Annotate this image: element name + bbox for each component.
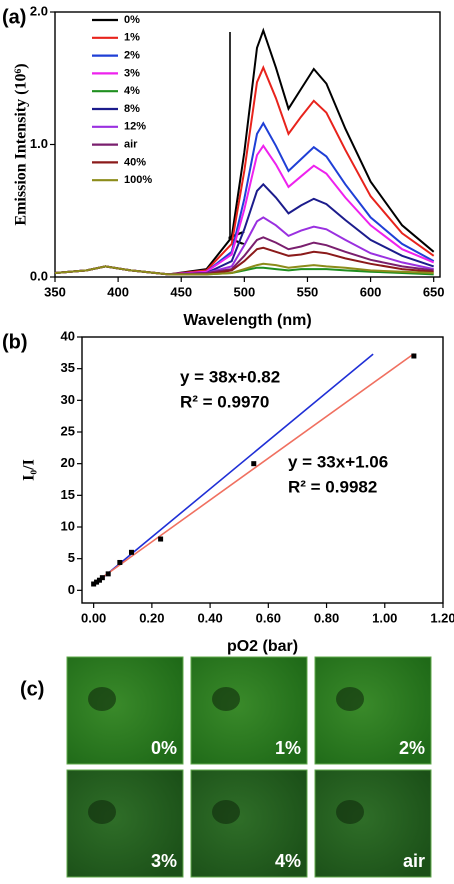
legend-label: 1% xyxy=(124,32,140,44)
panel-label: (c) xyxy=(20,678,44,700)
photo-spot xyxy=(336,687,364,711)
photo-label: air xyxy=(403,851,425,871)
fit-line xyxy=(93,353,374,586)
x-tick-label: 650 xyxy=(423,284,445,299)
data-point xyxy=(128,549,134,555)
x-tick-label: 0.20 xyxy=(139,610,164,625)
y-tick-label: 15 xyxy=(61,487,75,502)
data-point xyxy=(94,579,100,585)
y-axis-title: Emission Intensity (10⁶) xyxy=(13,63,30,225)
x-tick-label: 0.00 xyxy=(81,610,106,625)
spectrum-line xyxy=(54,27,435,276)
y-tick-label: 35 xyxy=(61,360,75,375)
data-point xyxy=(99,575,105,581)
photo-label: 1% xyxy=(275,738,301,758)
y-tick-label: 20 xyxy=(61,455,75,470)
photo-spot xyxy=(88,800,116,824)
sensor-photo xyxy=(66,656,184,765)
x-tick-label: 0.40 xyxy=(197,610,222,625)
y-tick-label: 40 xyxy=(61,328,75,343)
legend-label: 8% xyxy=(124,103,140,115)
y-tick-label: 0 xyxy=(68,582,75,597)
panel-label: (b) xyxy=(2,331,28,353)
legend-label: 2% xyxy=(124,50,140,62)
data-point xyxy=(117,559,123,565)
panel-label: (a) xyxy=(2,6,26,28)
sensor-photo xyxy=(190,769,308,878)
x-tick-label: 350 xyxy=(44,284,66,299)
x-tick-label: 0.80 xyxy=(314,610,339,625)
data-point xyxy=(96,577,102,583)
photo-label: 3% xyxy=(151,851,177,871)
x-tick-label: 450 xyxy=(170,284,192,299)
x-tick-label: 0.60 xyxy=(256,610,281,625)
legend-label: 3% xyxy=(124,67,140,79)
x-tick-label: 400 xyxy=(107,284,129,299)
fit-equation: y = 33x+1.06 xyxy=(288,452,388,471)
photo-spot xyxy=(88,687,116,711)
y-axis-title: I₀/I xyxy=(21,459,38,481)
photo-spot xyxy=(212,800,240,824)
photo-spot xyxy=(336,800,364,824)
data-point xyxy=(158,536,164,542)
spectrum-line xyxy=(54,262,434,276)
x-tick-label: 600 xyxy=(360,284,382,299)
sensor-photo xyxy=(314,769,432,878)
x-axis-title: pO2 (bar) xyxy=(227,638,298,655)
photo-label: 4% xyxy=(275,851,301,871)
data-point xyxy=(105,571,111,577)
x-tick-label: 550 xyxy=(297,284,319,299)
y-tick-label: 1.0 xyxy=(30,136,48,151)
data-point xyxy=(251,461,257,467)
legend-label: 12% xyxy=(124,121,146,133)
data-point xyxy=(91,581,97,587)
x-tick-label: 500 xyxy=(233,284,255,299)
y-tick-label: 2.0 xyxy=(30,3,48,18)
legend-label: air xyxy=(124,139,138,151)
photo-label: 0% xyxy=(151,738,177,758)
sensor-photo xyxy=(190,656,308,765)
plot-frame xyxy=(81,336,444,604)
y-tick-label: 5 xyxy=(68,550,75,565)
y-tick-label: 25 xyxy=(61,423,75,438)
legend-label: 40% xyxy=(124,156,146,168)
photo-spot xyxy=(212,687,240,711)
data-point xyxy=(411,353,417,359)
y-tick-label: 30 xyxy=(61,392,75,407)
y-tick-label: 0.0 xyxy=(30,268,48,283)
x-tick-label: 1.00 xyxy=(372,610,397,625)
legend-label: 0% xyxy=(124,14,140,26)
sensor-photo xyxy=(66,769,184,878)
photo-label: 2% xyxy=(399,738,425,758)
sensor-photo xyxy=(314,656,432,765)
fit-equation: R² = 0.9982 xyxy=(288,477,377,496)
y-tick-label: 10 xyxy=(61,518,75,533)
fit-equation: R² = 0.9970 xyxy=(180,392,269,411)
legend-label: 100% xyxy=(124,174,152,186)
x-axis-title: Wavelength (nm) xyxy=(183,312,311,329)
fit-equation: y = 38x+0.82 xyxy=(180,367,280,386)
fit-line xyxy=(93,353,415,585)
legend-label: 4% xyxy=(124,85,140,97)
x-tick-label: 1.20 xyxy=(430,610,454,625)
